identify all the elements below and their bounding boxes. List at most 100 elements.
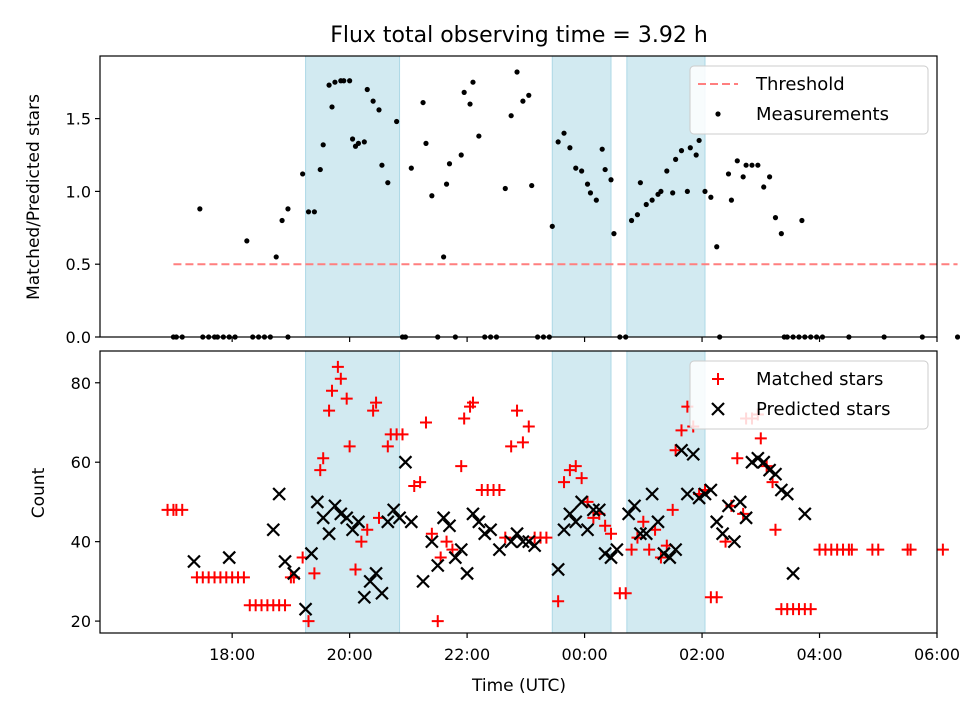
data-point: [423, 140, 429, 146]
data-point: [331, 360, 344, 373]
data-point: [761, 184, 767, 190]
data-point: [602, 166, 608, 173]
y-tick-label: 0.0: [66, 328, 91, 347]
data-point: [610, 542, 624, 557]
data-point: [441, 254, 447, 260]
data-point: [516, 534, 530, 549]
shaded-interval: [305, 55, 401, 338]
data-point: [540, 531, 553, 544]
data-point: [466, 396, 479, 409]
data-point: [621, 507, 636, 521]
data-point: [634, 212, 641, 218]
data-point: [414, 476, 427, 489]
data-point: [310, 495, 325, 509]
data-point: [375, 586, 389, 601]
shaded-interval: [551, 55, 612, 338]
data-point: [709, 515, 724, 529]
data-point: [749, 162, 755, 168]
data-point: [499, 531, 512, 544]
data-point: [458, 412, 471, 425]
data-point: [639, 526, 654, 541]
data-point: [386, 503, 401, 517]
data-point: [804, 603, 817, 616]
data-point: [370, 98, 376, 104]
data-point: [520, 98, 526, 104]
data-point: [300, 171, 306, 177]
data-point: [430, 558, 445, 573]
data-point: [381, 515, 395, 529]
data-point: [710, 591, 723, 604]
data-point: [458, 152, 464, 158]
data-point: [408, 165, 414, 171]
y-tick-label: 1.0: [66, 182, 91, 201]
data-point: [419, 416, 432, 429]
data-point: [278, 554, 292, 569]
data-point: [308, 567, 321, 580]
data-point: [493, 484, 506, 497]
data-point: [740, 174, 746, 180]
legend-handle: [712, 373, 724, 385]
data-point: [442, 518, 457, 533]
data-point: [605, 527, 618, 540]
data-point: [715, 526, 730, 541]
data-point: [599, 519, 612, 532]
data-point: [669, 444, 682, 457]
x-axis-label: Time (UTC): [471, 676, 566, 696]
counts-series-plus: [161, 360, 949, 628]
data-point: [845, 543, 858, 556]
data-point: [349, 563, 362, 576]
data-point: [604, 550, 618, 565]
data-point: [361, 523, 374, 536]
data-point: [317, 166, 323, 173]
data-point: [351, 515, 366, 529]
data-point: [317, 452, 330, 465]
y-tick-label: 40: [71, 533, 91, 552]
data-point: [285, 206, 291, 212]
y-tick-label: 80: [71, 374, 91, 393]
data-point: [355, 140, 362, 146]
counts-series-x: [187, 443, 812, 616]
data-point: [454, 542, 469, 557]
data-point: [404, 515, 419, 529]
data-point: [266, 522, 281, 537]
data-point: [272, 487, 286, 501]
data-point: [568, 515, 583, 529]
data-point: [731, 452, 744, 465]
x-tick-label: 22:00: [444, 645, 490, 664]
data-point: [470, 79, 476, 85]
data-point: [662, 550, 677, 565]
data-point: [643, 543, 656, 556]
data-point: [551, 562, 565, 577]
counts-panel: 20 40 60 80 18:00 20:00 22:00 00:00 02:00 04:00 06…: [71, 350, 960, 664]
data-point: [347, 78, 353, 84]
data-point: [355, 535, 368, 548]
data-point: [222, 550, 236, 565]
data-point: [505, 440, 518, 453]
data-point: [936, 543, 949, 556]
y-tick-label: 1.5: [66, 110, 91, 129]
data-point: [440, 535, 453, 548]
data-point: [529, 182, 535, 189]
data-point: [504, 534, 518, 549]
data-point: [326, 82, 332, 88]
data-point: [599, 146, 605, 152]
data-point: [721, 499, 736, 513]
data-point: [332, 79, 338, 85]
data-point: [508, 113, 514, 119]
data-point: [279, 217, 285, 224]
data-point: [357, 590, 372, 605]
data-point: [586, 503, 601, 517]
data-point: [687, 145, 693, 151]
data-point: [363, 574, 377, 589]
data-point: [743, 162, 749, 168]
shaded-interval: [551, 350, 612, 634]
x-tick-label: 00:00: [562, 645, 608, 664]
data-point: [549, 223, 555, 229]
data-point: [527, 538, 542, 553]
data-point: [680, 487, 695, 501]
data-point: [608, 177, 614, 183]
data-point: [305, 209, 312, 215]
data-point: [476, 133, 482, 139]
data-point: [573, 165, 579, 171]
